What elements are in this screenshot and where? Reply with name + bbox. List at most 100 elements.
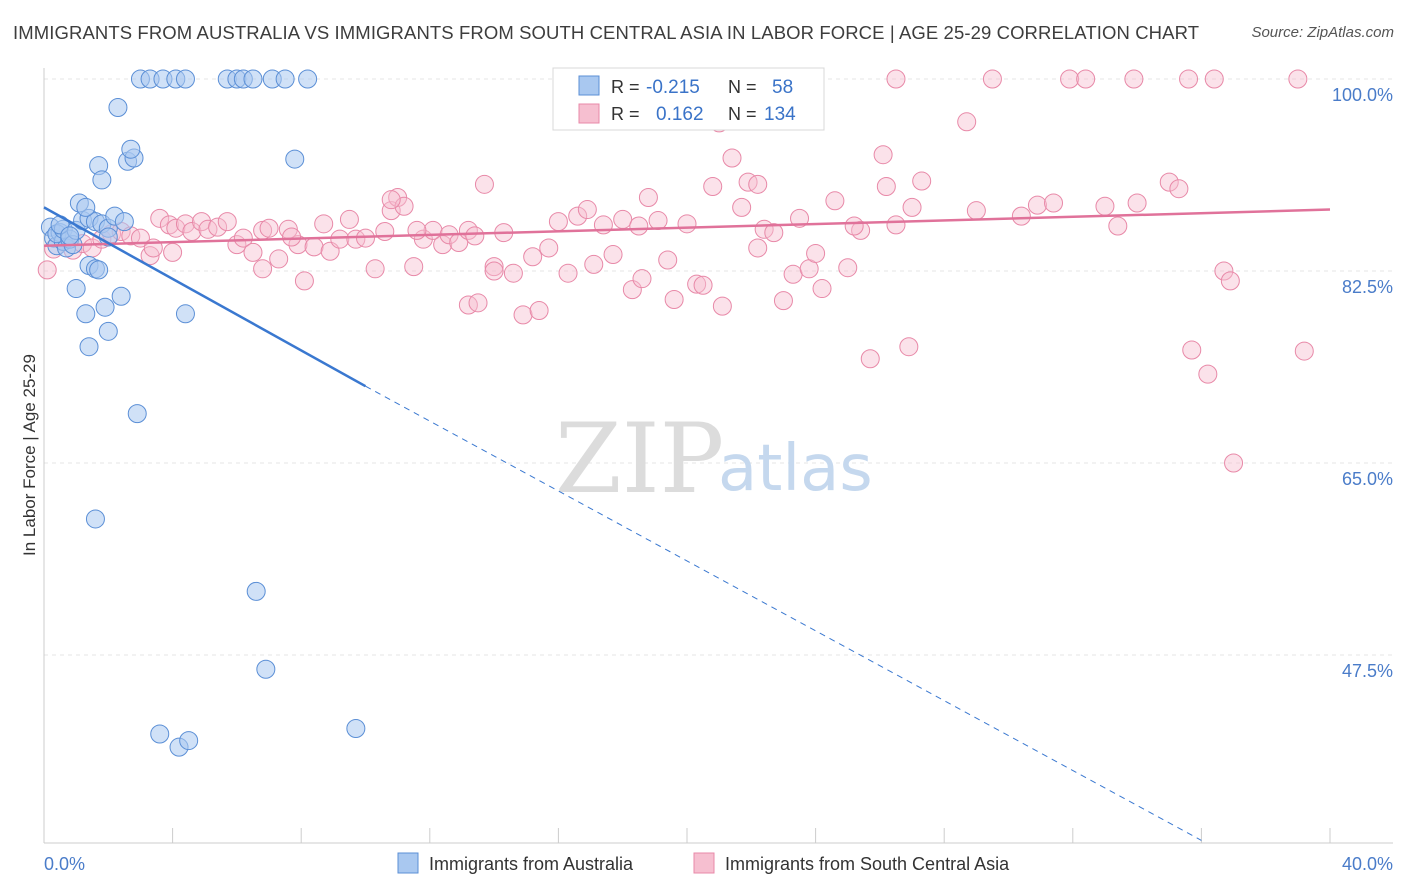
point-south-central-asia [1224, 453, 1244, 473]
point-south-central-asia [1179, 69, 1199, 89]
point-south-central-asia [282, 227, 302, 247]
point-south-central-asia [860, 349, 880, 369]
point-south-central-asia [253, 259, 273, 279]
point-south-central-asia [288, 235, 308, 255]
point-australia [127, 404, 147, 424]
point-south-central-asia [140, 246, 160, 266]
point-south-central-asia [166, 218, 186, 238]
point-south-central-asia [150, 208, 170, 228]
trend-lines [43, 206, 1331, 841]
y-tick-labels: 100.0% 82.5% 65.0% 47.5% [1332, 85, 1393, 681]
point-south-central-asia [658, 250, 678, 270]
point-south-central-asia [1294, 341, 1314, 361]
point-south-central-asia [764, 223, 784, 243]
y-tick-label: 82.5% [1342, 277, 1393, 297]
point-south-central-asia [259, 218, 279, 238]
point-south-central-asia [773, 291, 793, 311]
point-australia [114, 212, 134, 232]
watermark-zip: ZIP [555, 403, 724, 515]
point-south-central-asia [484, 257, 504, 277]
point-australia [85, 509, 105, 529]
point-australia [89, 260, 109, 280]
x-tick-marks [43, 828, 1331, 843]
point-south-central-asia [577, 200, 597, 220]
point-australia [346, 719, 366, 739]
point-australia [246, 581, 266, 601]
bottom-legend-label-south-central-asia: Immigrants from South Central Asia [725, 854, 1010, 874]
point-south-central-asia [664, 290, 684, 310]
trend-line-australia [43, 206, 367, 388]
point-australia [175, 304, 195, 324]
point-south-central-asia [1198, 364, 1218, 384]
point-south-central-asia [1027, 195, 1047, 215]
watermark: ZIP atlas [555, 403, 873, 515]
point-australia [121, 139, 141, 159]
point-south-central-asia [503, 263, 523, 283]
point-south-central-asia [912, 171, 932, 191]
point-south-central-asia [1220, 271, 1240, 291]
point-south-central-asia [1182, 340, 1202, 360]
point-south-central-asia [732, 197, 752, 217]
point-south-central-asia [648, 211, 668, 231]
point-south-central-asia [1214, 261, 1234, 281]
legend-n-value-south-central-asia: 134 [764, 104, 796, 125]
point-south-central-asia [825, 191, 845, 211]
point-australia [275, 69, 295, 89]
point-australia [256, 659, 276, 679]
x-tick-label-max: 40.0% [1342, 854, 1393, 874]
point-australia [150, 724, 170, 744]
point-south-central-asia [458, 295, 478, 315]
point-south-central-asia [539, 238, 559, 258]
point-australia [66, 279, 86, 299]
point-south-central-asia [558, 263, 578, 283]
point-south-central-asia [738, 172, 758, 192]
point-south-central-asia [523, 247, 543, 267]
x-tick-label-min: 0.0% [44, 854, 85, 874]
point-south-central-asia [693, 275, 713, 295]
point-south-central-asia [613, 209, 633, 229]
point-south-central-asia [404, 257, 424, 277]
point-south-central-asia [1127, 193, 1147, 213]
point-south-central-asia [198, 219, 218, 239]
point-australia [298, 69, 318, 89]
point-south-central-asia [748, 174, 768, 194]
point-south-central-asia [1060, 69, 1080, 89]
point-australia [76, 304, 96, 324]
point-south-central-asia [304, 237, 324, 257]
point-south-central-asia [632, 269, 652, 289]
point-south-central-asia [902, 197, 922, 217]
point-south-central-asia [548, 212, 568, 232]
point-south-central-asia [783, 264, 803, 284]
point-south-central-asia [748, 238, 768, 258]
trend-line-south-central-asia [43, 208, 1331, 248]
point-south-central-asia [1108, 216, 1128, 236]
point-south-central-asia [474, 174, 494, 194]
gridlines [44, 78, 1393, 656]
point-south-central-asia [163, 242, 183, 262]
legend-r-value-australia: -0.215 [646, 77, 700, 98]
point-south-central-asia [886, 69, 906, 89]
point-south-central-asia [966, 201, 986, 221]
chart-title: IMMIGRANTS FROM AUSTRALIA VS IMMIGRANTS … [13, 22, 1200, 43]
point-south-central-asia [346, 229, 366, 249]
point-south-central-asia [1095, 196, 1115, 216]
point-south-central-asia [812, 279, 832, 299]
y-axis-label: In Labor Force | Age 25-29 [20, 354, 39, 556]
point-south-central-asia [330, 229, 350, 249]
point-south-central-asia [365, 259, 385, 279]
point-south-central-asia [982, 69, 1002, 89]
point-australia [79, 337, 99, 357]
point-south-central-asia [844, 216, 864, 236]
point-south-central-asia [622, 280, 642, 300]
point-south-central-asia [243, 242, 263, 262]
legend-swatch-south-central-asia [578, 103, 600, 124]
point-south-central-asia [339, 209, 359, 229]
point-south-central-asia [375, 222, 395, 242]
point-south-central-asia [1124, 69, 1144, 89]
y-tick-label: 65.0% [1342, 469, 1393, 489]
point-australia [175, 69, 195, 89]
bottom-legend-swatch-south-central-asia [693, 852, 715, 874]
point-south-central-asia [484, 261, 504, 281]
point-south-central-asia [722, 148, 742, 168]
point-south-central-asia [381, 190, 401, 210]
